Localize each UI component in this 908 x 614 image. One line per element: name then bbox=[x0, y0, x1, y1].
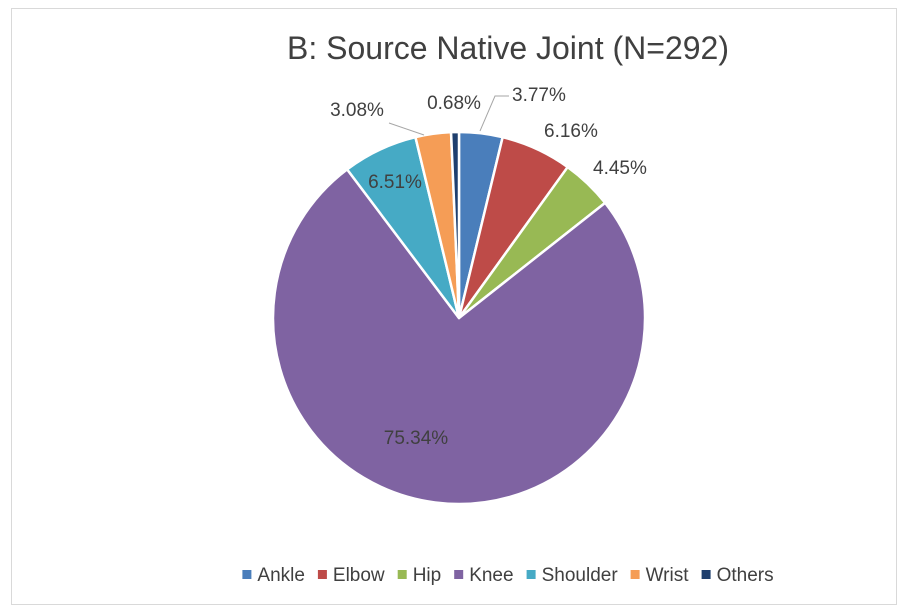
legend: Ankle Elbow Hip Knee Shoulder Wrist Others bbox=[242, 565, 774, 586]
data-label-ankle: 3.77% bbox=[512, 85, 566, 106]
legend-marker-wrist bbox=[630, 570, 640, 579]
pie-slices bbox=[271, 130, 647, 506]
data-label-wrist: 3.08% bbox=[330, 100, 384, 121]
legend-label-elbow: Elbow bbox=[333, 565, 385, 586]
leader-line-ankle bbox=[479, 95, 509, 132]
data-label-knee: 75.34% bbox=[384, 428, 449, 449]
legend-label-wrist: Wrist bbox=[646, 565, 690, 586]
pie-slice-others bbox=[449, 130, 461, 320]
pie-slice-knee bbox=[271, 168, 647, 506]
legend-marker-ankle bbox=[242, 570, 252, 579]
legend-label-hip: Hip bbox=[413, 565, 442, 586]
data-label-hip: 4.45% bbox=[593, 158, 647, 179]
legend-marker-hip bbox=[397, 570, 407, 579]
legend-label-shoulder: Shoulder bbox=[542, 565, 619, 586]
legend-marker-others bbox=[701, 570, 711, 579]
legend-marker-elbow bbox=[317, 570, 327, 579]
data-label-elbow: 6.16% bbox=[544, 121, 598, 142]
data-label-shoulder: 6.51% bbox=[368, 172, 422, 193]
data-labels: 3.77% 6.16% 4.45% 75.34% 6.51% 3.08% 0.68% bbox=[330, 85, 647, 449]
legend-marker-knee bbox=[454, 570, 464, 579]
chart-title: B: Source Native Joint (N=292) bbox=[287, 30, 729, 66]
leader-lines bbox=[388, 95, 509, 136]
data-label-others: 0.68% bbox=[427, 93, 481, 114]
legend-marker-shoulder bbox=[526, 570, 536, 579]
leader-line-wrist bbox=[388, 122, 425, 136]
legend-label-knee: Knee bbox=[469, 565, 513, 586]
legend-label-others: Others bbox=[717, 565, 774, 586]
legend-label-ankle: Ankle bbox=[257, 565, 305, 586]
